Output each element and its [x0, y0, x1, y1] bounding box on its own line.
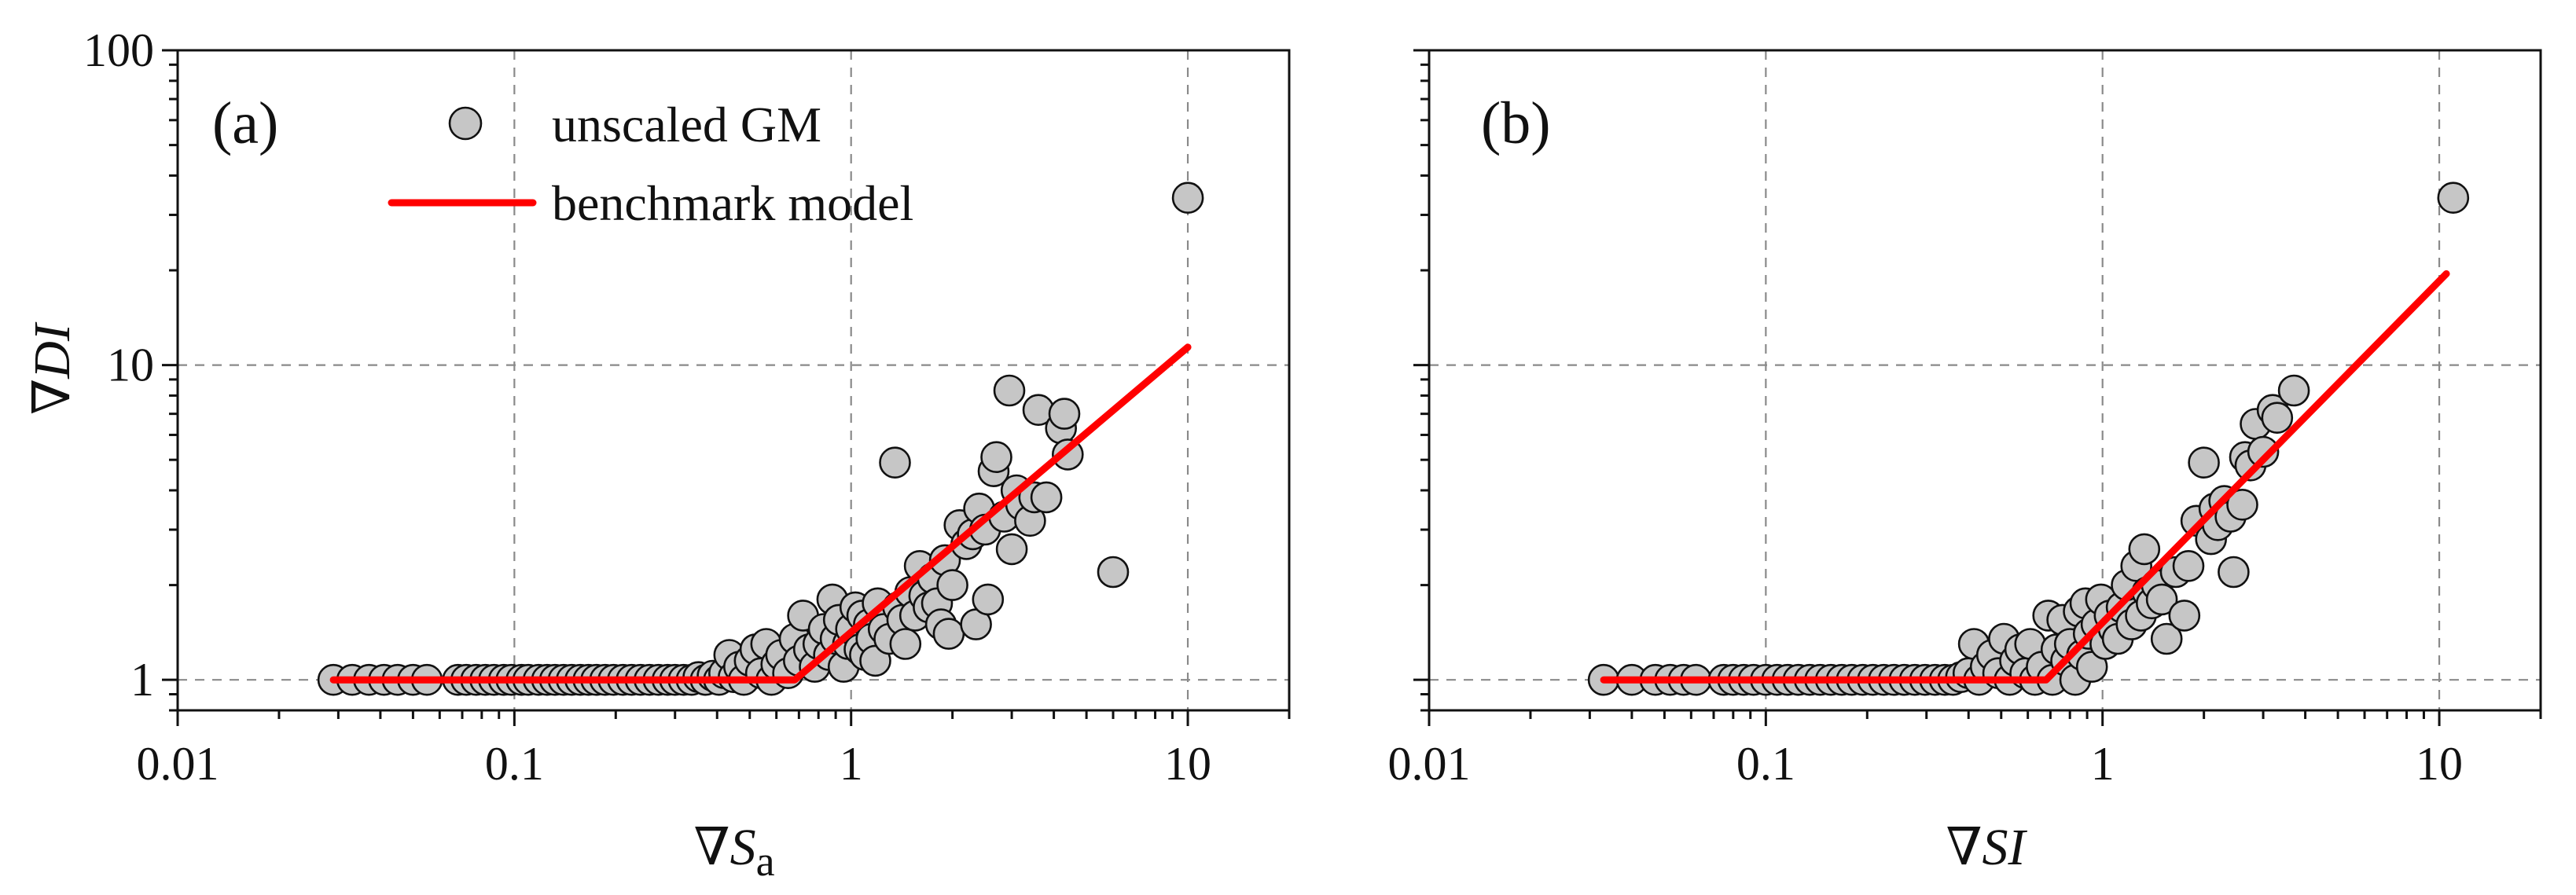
panel-a-data-point [993, 374, 1026, 407]
panel-a-x-axis-title: ∇Sa [693, 819, 774, 885]
panel-a-points [317, 182, 1204, 696]
y-axis-di: DI [24, 321, 81, 380]
panel-a-y-axis-title: ∇DI [24, 321, 81, 415]
panel-a-data-point [936, 569, 968, 601]
panel-a-data-point [972, 583, 1005, 616]
panel-a-x-tick-label: 10 [1164, 738, 1211, 790]
legend-label-benchmark-model: benchmark model [552, 175, 913, 231]
panel-a-data-point [889, 628, 922, 660]
panel-a-data-point [980, 441, 1012, 474]
panel-b-ticks [1413, 49, 2542, 726]
panel-b: 0.01 0.1 1 10 (b) ∇SI [1388, 49, 2542, 876]
panel-b-data-point [2188, 446, 2220, 479]
panel-b-data-point [2172, 549, 2205, 582]
panel-b-points [1587, 182, 2470, 696]
panel-a-data-point [1048, 398, 1081, 430]
panel-b-benchmark-model-line [1600, 270, 2450, 684]
panel-b-grid [1429, 50, 2541, 710]
x-axis-si: SI [1983, 819, 2028, 876]
panel-a-benchmark-model-line [329, 343, 1192, 684]
panel-b-plot-frame [1428, 49, 2542, 712]
legend: unscaled GM benchmark model [388, 97, 913, 231]
x-axis-sub-a: a [756, 838, 775, 885]
y-axis-nabla: ∇ [24, 379, 81, 415]
panel-b-x-tick-label: 10 [2416, 738, 2463, 790]
panel-b-data-point [2261, 402, 2294, 435]
panel-b-x-tick-label: 0.01 [1388, 738, 1471, 790]
panel-a-label: (a) [212, 90, 278, 156]
panel-b-data-point [2247, 435, 2280, 468]
panel-a-data-point [1097, 556, 1130, 589]
panel-a-x-tick-label: 1 [840, 738, 863, 790]
panel-a-data-point [1030, 481, 1063, 514]
panel-a-data-point [995, 533, 1028, 566]
panel-a-y-tick-label: 10 [107, 339, 154, 391]
panel-b-data-point [2145, 583, 2178, 616]
panel-b-data-point [2150, 622, 2183, 655]
panel-a-model-layer [329, 343, 1192, 684]
panel-a-y-tick-label: 100 [83, 24, 154, 76]
legend-marker-unscaled-gm [448, 106, 483, 141]
panel-a-ticks [162, 49, 1291, 726]
panel-b-x-tick-label: 1 [2091, 738, 2115, 790]
panel-a-x-tick-label: 0.01 [137, 738, 219, 790]
panel-a: 0.01 0.1 1 10 1 10 100 (a) unscaled GM benchma… [24, 24, 1291, 885]
legend-label-unscaled-gm: unscaled GM [552, 97, 821, 152]
panel-b-data-point [2437, 182, 2470, 214]
panel-b-data-point [2168, 600, 2201, 632]
panel-b-data-point [2226, 488, 2258, 521]
panel-a-x-tick-label: 0.1 [485, 738, 544, 790]
panel-a-data-point [932, 618, 965, 650]
panel-b-x-axis-title: ∇SI [1946, 819, 2027, 876]
panel-a-data-point [1171, 182, 1204, 214]
panel-b-x-tick-label: 0.1 [1736, 738, 1795, 790]
panel-a-y-tick-label: 1 [130, 654, 154, 706]
panel-b-data-point [2277, 374, 2310, 407]
panel-b-tick-labels: 0.01 0.1 1 10 [1388, 738, 2464, 790]
panel-a-tick-labels: 0.01 0.1 1 10 1 10 100 [83, 24, 1211, 790]
x-axis-s: S [730, 819, 756, 876]
x-axis-nabla-b: ∇ [1946, 819, 1982, 876]
x-axis-nabla: ∇ [693, 819, 729, 876]
panel-b-data-point [2218, 556, 2250, 589]
panel-a-data-point [879, 446, 911, 479]
panel-b-data-point [2128, 533, 2161, 566]
panel-b-label: (b) [1481, 90, 1551, 156]
panel-b-model-layer [1600, 270, 2450, 684]
